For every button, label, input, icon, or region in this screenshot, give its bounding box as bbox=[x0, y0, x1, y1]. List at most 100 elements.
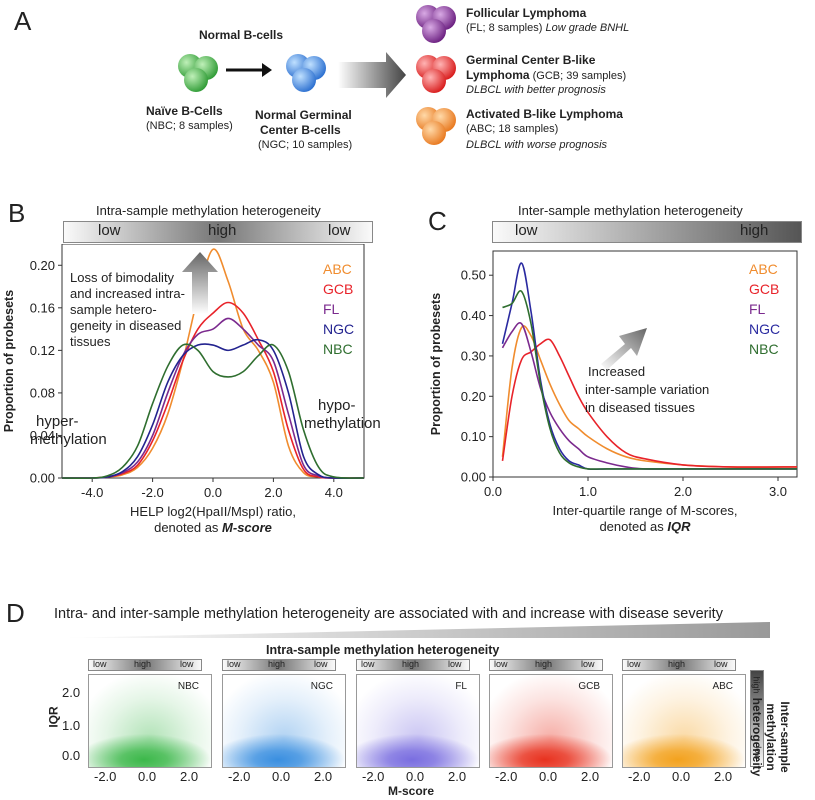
b-series-nbc bbox=[61, 343, 365, 479]
d-xtick-label: -2.0 bbox=[228, 769, 251, 784]
d-xtick-label: -2.0 bbox=[362, 769, 385, 784]
d-ytick-1: 1.0 bbox=[62, 718, 81, 733]
c-xtick-label: 3.0 bbox=[769, 484, 787, 499]
panel-letter-b: B bbox=[8, 198, 26, 228]
density-map-label: NBC bbox=[177, 681, 199, 692]
b-legend-ngc: NGC bbox=[323, 321, 354, 337]
gcb-title-1: Germinal Center B-like bbox=[466, 53, 596, 67]
abc-title: Activated B-like Lymphoma bbox=[466, 107, 623, 121]
inter-title-d-line1: Inter-sample bbox=[778, 701, 792, 773]
density-map-nbc: NBC bbox=[88, 674, 212, 768]
abc-italic: DLBCL with worse prognosis bbox=[466, 139, 608, 151]
mini-bar-mini-low-left: low bbox=[494, 659, 508, 669]
b-ytick-label: 0.04 bbox=[30, 428, 55, 443]
b-xtick-label: 2.0 bbox=[264, 485, 282, 500]
inter-bar-title: Inter-sample methylation heterogeneity bbox=[518, 203, 743, 218]
mini-bar-mini-low-right: low bbox=[180, 659, 194, 669]
inter-gradient-bar bbox=[492, 221, 802, 243]
mini-gradient-bar bbox=[622, 659, 736, 671]
naive-cells-icon bbox=[178, 54, 218, 92]
c-xtick-label: 1.0 bbox=[579, 484, 597, 499]
b-series-gcb bbox=[61, 301, 365, 479]
c-ytick-label: 0.40 bbox=[461, 308, 486, 323]
b-hypo-note: methylation bbox=[304, 415, 381, 432]
b-annotation-line: and increased intra- bbox=[70, 286, 185, 301]
density-map-label: NGC bbox=[310, 681, 333, 692]
c-xtick-label: 2.0 bbox=[674, 484, 692, 499]
chart-c: 0.00 0.10 0.20 0.30 0.40 0.50 0.0 1.0 2.0 3.0 ABC G… bbox=[429, 250, 798, 534]
mini-bar-mini-low-right: low bbox=[714, 659, 728, 669]
naive-sub: (NBC; 8 samples) bbox=[146, 120, 233, 132]
panel-letter-a: A bbox=[14, 6, 32, 36]
intra-bar-title: Intra-sample methylation heterogeneity bbox=[96, 203, 321, 218]
fl-sub: (FL; 8 samples) Low grade BNHL bbox=[466, 22, 629, 34]
c-series-nbc bbox=[502, 290, 797, 470]
severity-wedge bbox=[60, 622, 770, 638]
mini-bar-mini-high: high bbox=[402, 659, 420, 669]
b-legend-gcb: GCB bbox=[323, 281, 353, 297]
mini-bar-mini-low-left: low bbox=[93, 659, 107, 669]
normal-b-cells-title: Normal B-cells bbox=[199, 28, 284, 42]
c-ytick-label: 0.50 bbox=[461, 268, 486, 283]
b-hypo-note: hypo- bbox=[318, 397, 356, 414]
mini-bar-mini-low-right: low bbox=[448, 659, 462, 669]
density-map-fl: FL bbox=[356, 674, 480, 768]
ngc-sub: (NGC; 10 samples) bbox=[258, 139, 353, 151]
b-xlabel: HELP log2(HpaII/MspI) ratio, bbox=[130, 504, 296, 519]
d-xtick-label: 2.0 bbox=[180, 769, 199, 784]
b-series-abc bbox=[61, 248, 365, 479]
gcb-sub: (GCB; 39 samples) bbox=[529, 70, 627, 82]
naive-label: Naïve B-Cells bbox=[146, 104, 223, 118]
c-legend-ngc: NGC bbox=[749, 321, 780, 337]
density-map-ngc: NGC bbox=[222, 674, 346, 768]
mini-gradient-bar bbox=[489, 659, 603, 671]
chart-b: 0.00 0.04 0.08 0.12 0.16 0.20 -4.0 -2.0 0.0 2.0 4.… bbox=[2, 244, 381, 534]
mini-bar-mini-low-left: low bbox=[227, 659, 241, 669]
b-hyper-note: hyper- bbox=[36, 413, 79, 430]
d-xtick-label: 0.0 bbox=[672, 769, 691, 784]
gcb-cells-icon bbox=[416, 55, 456, 93]
mini-gradient-bar bbox=[222, 659, 336, 671]
arrow-icon bbox=[226, 63, 272, 77]
severity-banner: Intra- and inter-sample methylation hete… bbox=[54, 606, 723, 622]
intra-gradient-bar bbox=[63, 221, 373, 243]
intra-bar-high: high bbox=[208, 222, 237, 239]
d-xtick-label: 0.0 bbox=[539, 769, 558, 784]
c-ytick-label: 0.10 bbox=[461, 429, 486, 444]
mini-bar-mini-high: high bbox=[134, 659, 152, 669]
mini-bar-mini-low-right: low bbox=[581, 659, 595, 669]
mini-bar-mini-high: high bbox=[268, 659, 286, 669]
density-map-abc: ABC bbox=[622, 674, 746, 768]
c-ytick-label: 0.00 bbox=[461, 470, 486, 485]
fl-sub-italic: Low grade BNHL bbox=[545, 22, 630, 34]
b-ytick-label: 0.00 bbox=[30, 471, 55, 486]
c-legend-gcb: GCB bbox=[749, 281, 779, 297]
d-xtick-label: -2.0 bbox=[628, 769, 651, 784]
c-series-gcb bbox=[501, 338, 798, 468]
density-map-label: ABC bbox=[712, 681, 733, 692]
d-xtick-label: 0.0 bbox=[272, 769, 291, 784]
c-ytick-label: 0.30 bbox=[461, 348, 486, 363]
big-arrow-icon bbox=[338, 52, 406, 98]
d-xtick-label: 2.0 bbox=[714, 769, 733, 784]
b-annotation-line: Loss of bimodality bbox=[70, 270, 175, 285]
intra-title-d: Intra-sample methylation heterogeneity bbox=[266, 643, 500, 657]
gcb-title-2-bold: Lymphoma bbox=[466, 68, 530, 82]
ngc-label-1: Normal Germinal bbox=[255, 108, 352, 122]
fl-cells-icon bbox=[416, 5, 456, 43]
abc-cells-icon bbox=[416, 107, 456, 145]
d-xlabel: M-score bbox=[388, 784, 435, 798]
c-xlabel-2: denoted as IQR bbox=[599, 519, 691, 534]
c-legend-nbc: NBC bbox=[749, 341, 779, 357]
c-legend-fl: FL bbox=[749, 301, 766, 317]
inter-vertical-bar bbox=[750, 670, 764, 767]
b-xtick-label: 0.0 bbox=[204, 485, 222, 500]
ngc-cells-icon bbox=[286, 54, 326, 92]
mini-bar-mini-high: high bbox=[535, 659, 553, 669]
panel-letter-d: D bbox=[6, 598, 25, 628]
mini-gradient-bar bbox=[88, 659, 202, 671]
intra-bar-low-left: low bbox=[98, 222, 121, 239]
c-annotation-line: Increased bbox=[588, 364, 645, 379]
mini-bar-mini-low-right: low bbox=[314, 659, 328, 669]
mini-gradient-bar bbox=[356, 659, 470, 671]
